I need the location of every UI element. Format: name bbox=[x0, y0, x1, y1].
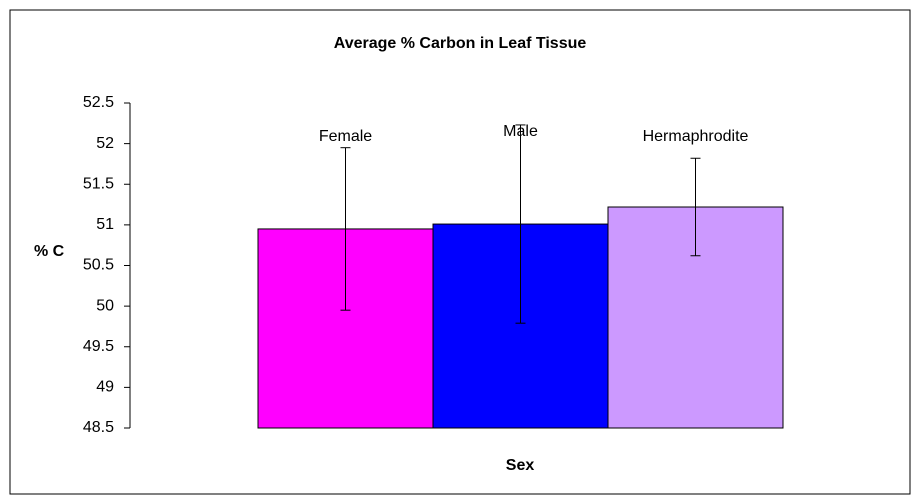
error-bar bbox=[690, 157, 701, 257]
y-tick-label: 49 bbox=[96, 379, 114, 396]
error-bar bbox=[515, 124, 526, 324]
chart-title: Average % Carbon in Leaf Tissue bbox=[334, 35, 587, 52]
y-tick-label: 50.5 bbox=[83, 257, 114, 274]
category-label: Female bbox=[319, 128, 372, 145]
y-tick-label: 49.5 bbox=[83, 338, 114, 355]
error-bar bbox=[340, 147, 351, 311]
y-tick-label: 48.5 bbox=[83, 419, 114, 436]
y-tick-label: 52 bbox=[96, 135, 114, 152]
y-tick-label: 50 bbox=[96, 297, 114, 314]
x-axis-label: Sex bbox=[506, 457, 535, 474]
y-tick-label: 52.5 bbox=[83, 94, 114, 111]
category-label: Male bbox=[503, 123, 538, 140]
y-tick-label: 51.5 bbox=[83, 175, 114, 192]
y-axis-label: % C bbox=[34, 243, 65, 260]
y-tick-label: 51 bbox=[96, 216, 114, 233]
category-label: Hermaphrodite bbox=[643, 128, 749, 145]
